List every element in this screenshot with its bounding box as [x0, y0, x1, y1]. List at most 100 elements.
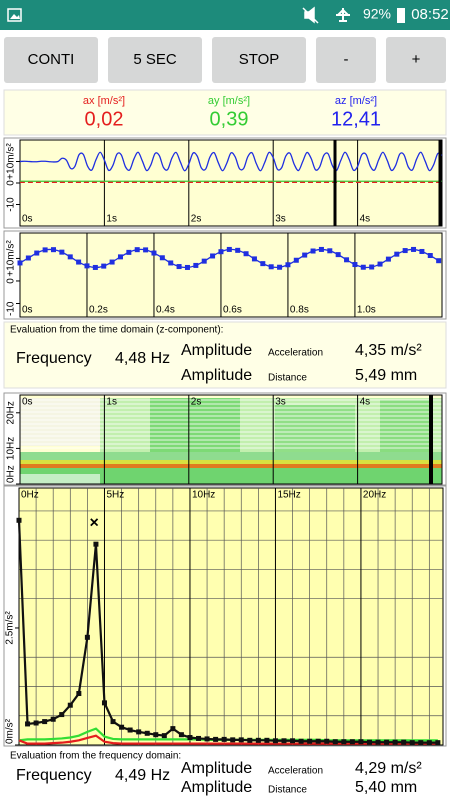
x-tick-label: 0s	[22, 214, 33, 225]
x-tick-label: 0s	[22, 397, 33, 408]
series-marker	[42, 247, 48, 253]
frequency-label: Frequency	[16, 350, 92, 367]
series-marker	[210, 253, 216, 259]
series-marker	[76, 691, 82, 697]
series-marker	[332, 739, 338, 745]
series-marker	[50, 247, 56, 253]
series-marker	[176, 264, 182, 270]
readout-label: ay [m/s²]	[208, 95, 250, 107]
series-marker	[392, 739, 398, 745]
button[interactable]: +	[386, 37, 446, 83]
series-marker	[238, 737, 244, 743]
x-tick-label: 1s	[106, 214, 117, 225]
amplitude-value: 5,40 mm	[355, 779, 417, 796]
series-marker	[352, 262, 358, 268]
button-bg	[108, 37, 202, 83]
series-marker	[25, 255, 31, 261]
readout-value: 12,41	[331, 108, 381, 130]
series-marker	[34, 250, 40, 256]
spectrogram-cell	[20, 398, 100, 446]
freq-eval-heading: Evaluation from the frequency domain:	[10, 751, 181, 762]
frequency-value: 4,48 Hz	[115, 350, 170, 367]
x-tick-label: 2s	[191, 214, 202, 225]
series-marker	[50, 716, 56, 722]
amplitude-label: Amplitude	[181, 367, 252, 384]
series-marker	[427, 253, 433, 259]
series-marker	[187, 735, 193, 741]
series-marker	[341, 739, 347, 745]
series-marker	[436, 258, 442, 264]
button-bg	[4, 37, 98, 83]
battery-percent: 92%	[363, 6, 391, 22]
button[interactable]: 5 SEC	[108, 37, 202, 83]
series-marker	[272, 738, 278, 744]
spectrogram-lines	[20, 399, 442, 449]
series-marker	[394, 251, 400, 257]
series-marker	[243, 251, 249, 257]
series-marker	[168, 260, 174, 266]
button[interactable]: -	[316, 37, 376, 83]
series-marker	[251, 256, 257, 262]
x-tick-label: 1.0s	[357, 305, 376, 316]
x-tick-label: 0.2s	[89, 305, 108, 316]
series-marker	[426, 740, 432, 746]
series-marker	[42, 719, 48, 725]
spectrogram-band	[20, 460, 442, 465]
series-marker	[221, 736, 227, 742]
series-marker	[230, 737, 236, 743]
readout-label: ax [m/s²]	[83, 95, 125, 107]
x-tick-label: 10Hz	[192, 490, 215, 501]
series-marker	[161, 733, 167, 739]
series-marker	[369, 264, 375, 270]
series-marker	[290, 738, 296, 744]
series-marker	[298, 738, 304, 744]
amplitude-label: Amplitude	[181, 779, 252, 796]
series-marker	[375, 739, 381, 745]
series-marker	[366, 739, 372, 745]
y-tick-label: 0	[6, 180, 17, 186]
series-marker	[109, 259, 115, 265]
series-marker	[134, 247, 140, 253]
series-marker	[178, 732, 184, 738]
x-tick-label: 4s	[360, 214, 371, 225]
y-tick-label: 2.5m/s²	[5, 611, 16, 645]
button[interactable]: STOP	[212, 37, 306, 83]
series-marker	[126, 249, 132, 255]
readout-value: 0,39	[210, 108, 249, 130]
gallery-icon-shape	[10, 14, 20, 19]
series-marker	[409, 740, 415, 746]
series-marker	[67, 702, 73, 708]
series-marker	[127, 727, 133, 733]
series-marker	[59, 249, 65, 255]
gallery-icon	[7, 8, 22, 22]
series-marker	[144, 730, 150, 736]
y-tick-label: 0	[6, 278, 17, 284]
peak-marker: ×	[90, 514, 99, 531]
button-label: 5 SEC	[133, 51, 177, 68]
button[interactable]: CONTI	[4, 37, 98, 83]
series-marker	[335, 252, 341, 258]
series-marker	[117, 254, 123, 260]
amplitude-value: 4,35 m/s²	[355, 342, 422, 359]
time-eval-panel	[3, 321, 447, 389]
series-marker	[324, 738, 330, 744]
amplitude-value: 5,49 mm	[355, 367, 417, 384]
x-tick-label: 0.6s	[223, 305, 242, 316]
series-marker	[377, 261, 383, 267]
button-bg	[316, 37, 376, 83]
button-bg	[386, 37, 446, 83]
series-marker	[25, 721, 31, 727]
series-marker	[310, 248, 316, 254]
series-marker	[101, 263, 107, 269]
y-tick-label: 20Hz	[6, 401, 17, 424]
series-marker	[84, 263, 90, 269]
series-marker	[204, 736, 210, 742]
series-marker	[16, 517, 22, 523]
series-marker	[344, 257, 350, 263]
button-label: +	[412, 51, 421, 68]
status-bar	[0, 0, 450, 30]
series-marker	[268, 264, 274, 270]
series-marker	[218, 249, 224, 255]
y-tick-label: 0m/s²	[5, 718, 16, 744]
spectrogram-band	[20, 464, 442, 468]
